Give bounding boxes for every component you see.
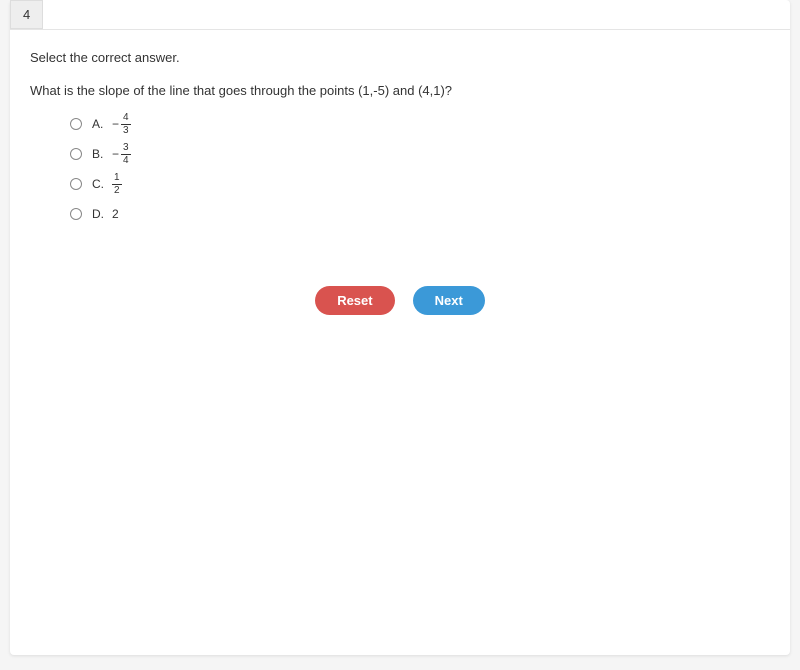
radio-a[interactable]: [70, 118, 82, 130]
next-button[interactable]: Next: [413, 286, 485, 315]
button-row: Reset Next: [30, 286, 770, 315]
option-value-b: − 3 4: [112, 143, 131, 166]
option-value-d: 2: [112, 207, 119, 221]
question-card: 4 Select the correct answer. What is the…: [10, 0, 790, 655]
question-number: 4: [10, 0, 43, 29]
option-a[interactable]: A. − 4 3: [70, 112, 770, 136]
radio-d[interactable]: [70, 208, 82, 220]
negative-sign: −: [112, 117, 119, 131]
option-b[interactable]: B. − 3 4: [70, 142, 770, 166]
question-number-bar: 4: [10, 0, 790, 30]
option-letter-c: C.: [92, 177, 112, 191]
fraction-a: 4 3: [121, 113, 131, 136]
option-letter-b: B.: [92, 147, 112, 161]
option-letter-a: A.: [92, 117, 112, 131]
instruction-text: Select the correct answer.: [30, 50, 770, 65]
option-letter-d: D.: [92, 207, 112, 221]
option-value-c: 1 2: [112, 173, 122, 196]
content-area: Select the correct answer. What is the s…: [10, 30, 790, 315]
options-list: A. − 4 3 B. − 3 4: [70, 112, 770, 226]
radio-c[interactable]: [70, 178, 82, 190]
reset-button[interactable]: Reset: [315, 286, 394, 315]
radio-b[interactable]: [70, 148, 82, 160]
fraction-c: 1 2: [112, 173, 122, 196]
question-text: What is the slope of the line that goes …: [30, 83, 770, 98]
option-c[interactable]: C. 1 2: [70, 172, 770, 196]
option-d[interactable]: D. 2: [70, 202, 770, 226]
negative-sign: −: [112, 147, 119, 161]
option-value-a: − 4 3: [112, 113, 131, 136]
fraction-b: 3 4: [121, 143, 131, 166]
